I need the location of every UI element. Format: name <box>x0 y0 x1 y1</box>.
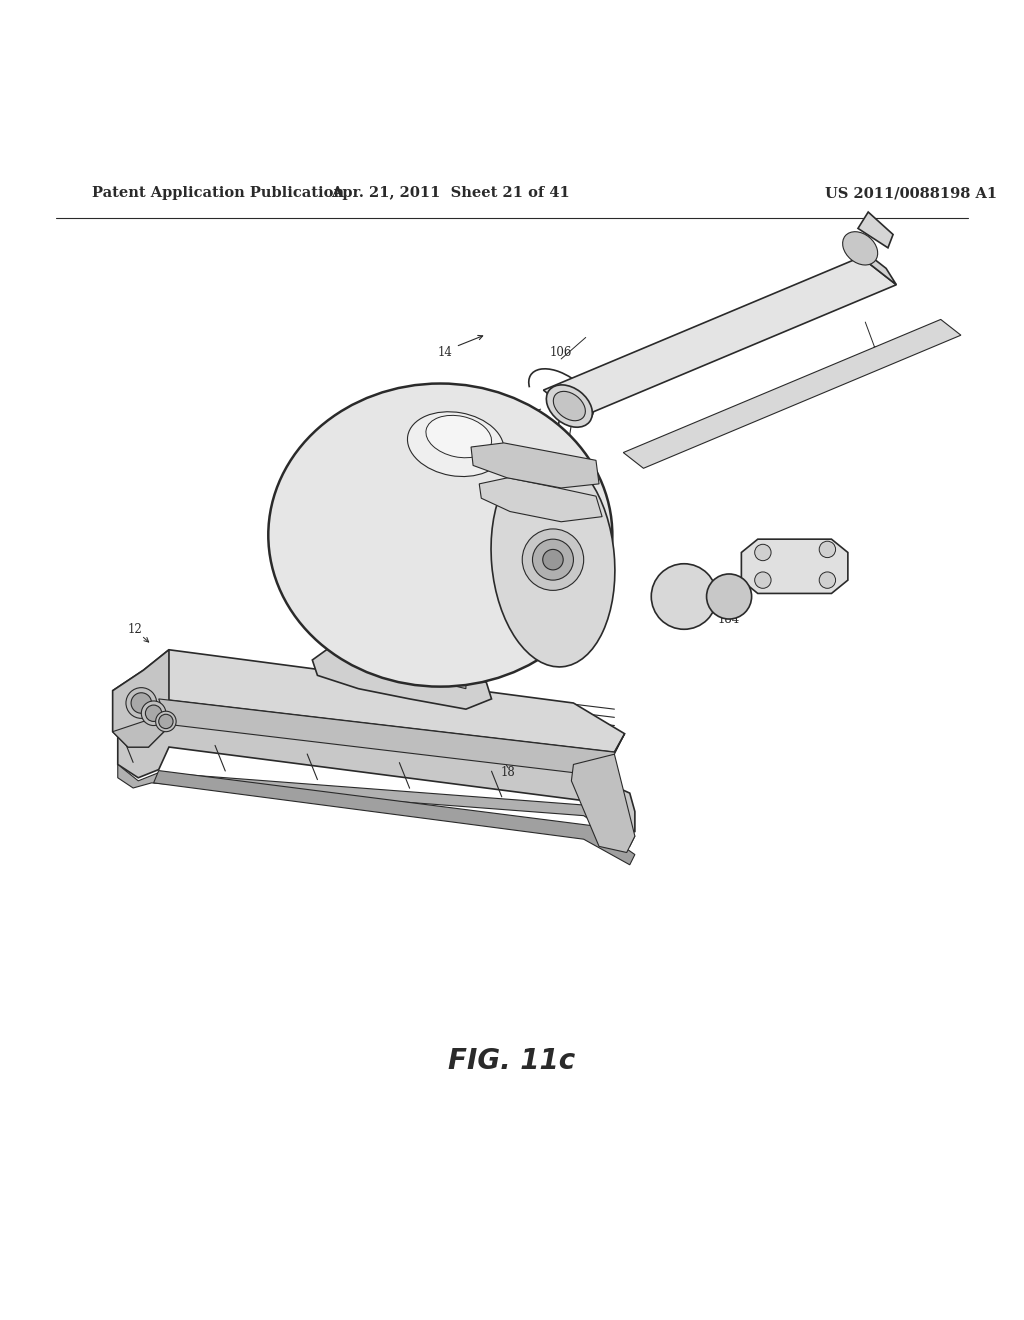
Circle shape <box>819 541 836 557</box>
Circle shape <box>522 529 584 590</box>
Polygon shape <box>624 319 961 469</box>
Circle shape <box>819 572 836 589</box>
Polygon shape <box>154 771 635 865</box>
Ellipse shape <box>843 232 878 265</box>
Polygon shape <box>471 444 599 488</box>
Text: US 2011/0088198 A1: US 2011/0088198 A1 <box>825 186 997 201</box>
Ellipse shape <box>426 416 492 458</box>
Text: 184: 184 <box>718 612 740 626</box>
Ellipse shape <box>268 384 612 686</box>
Circle shape <box>141 701 166 726</box>
Polygon shape <box>312 642 492 709</box>
Circle shape <box>651 564 717 630</box>
Text: 40: 40 <box>527 612 542 626</box>
Text: 297: 297 <box>304 586 327 599</box>
Text: 107: 107 <box>545 392 567 405</box>
Polygon shape <box>544 257 896 418</box>
Circle shape <box>755 544 771 561</box>
Circle shape <box>755 572 771 589</box>
Text: FIG. 11c: FIG. 11c <box>449 1047 575 1076</box>
Text: Apr. 21, 2011  Sheet 21 of 41: Apr. 21, 2011 Sheet 21 of 41 <box>331 186 570 201</box>
Ellipse shape <box>553 391 586 421</box>
Circle shape <box>126 688 157 718</box>
Text: 16: 16 <box>582 619 596 632</box>
Text: 14: 14 <box>438 346 453 359</box>
Circle shape <box>156 711 176 731</box>
Polygon shape <box>479 478 602 521</box>
Text: 414a: 414a <box>416 441 444 454</box>
Polygon shape <box>118 764 635 846</box>
Ellipse shape <box>408 412 504 477</box>
Text: 168: 168 <box>460 656 482 668</box>
Circle shape <box>543 549 563 570</box>
Polygon shape <box>741 539 848 594</box>
Circle shape <box>707 574 752 619</box>
Text: 46a: 46a <box>342 467 365 480</box>
Polygon shape <box>113 698 625 772</box>
Text: 182: 182 <box>669 612 691 626</box>
Polygon shape <box>851 240 896 285</box>
Text: 40a: 40a <box>332 553 354 566</box>
Circle shape <box>131 693 152 713</box>
Polygon shape <box>113 649 625 752</box>
Text: 12: 12 <box>128 623 142 636</box>
Text: 42: 42 <box>300 523 314 536</box>
Polygon shape <box>118 717 635 832</box>
Circle shape <box>145 705 162 722</box>
Polygon shape <box>571 754 635 853</box>
Polygon shape <box>858 213 893 248</box>
Polygon shape <box>350 648 466 689</box>
Ellipse shape <box>547 385 592 428</box>
Circle shape <box>159 714 173 729</box>
Text: 86: 86 <box>871 346 886 359</box>
Text: 136: 136 <box>490 414 513 426</box>
Text: 34: 34 <box>441 686 456 700</box>
Polygon shape <box>113 649 169 747</box>
Text: 106: 106 <box>550 346 572 359</box>
Text: 42a: 42a <box>304 495 327 508</box>
Ellipse shape <box>492 453 614 667</box>
Text: 18: 18 <box>501 766 515 779</box>
Circle shape <box>532 539 573 579</box>
Text: Patent Application Publication: Patent Application Publication <box>92 186 344 201</box>
